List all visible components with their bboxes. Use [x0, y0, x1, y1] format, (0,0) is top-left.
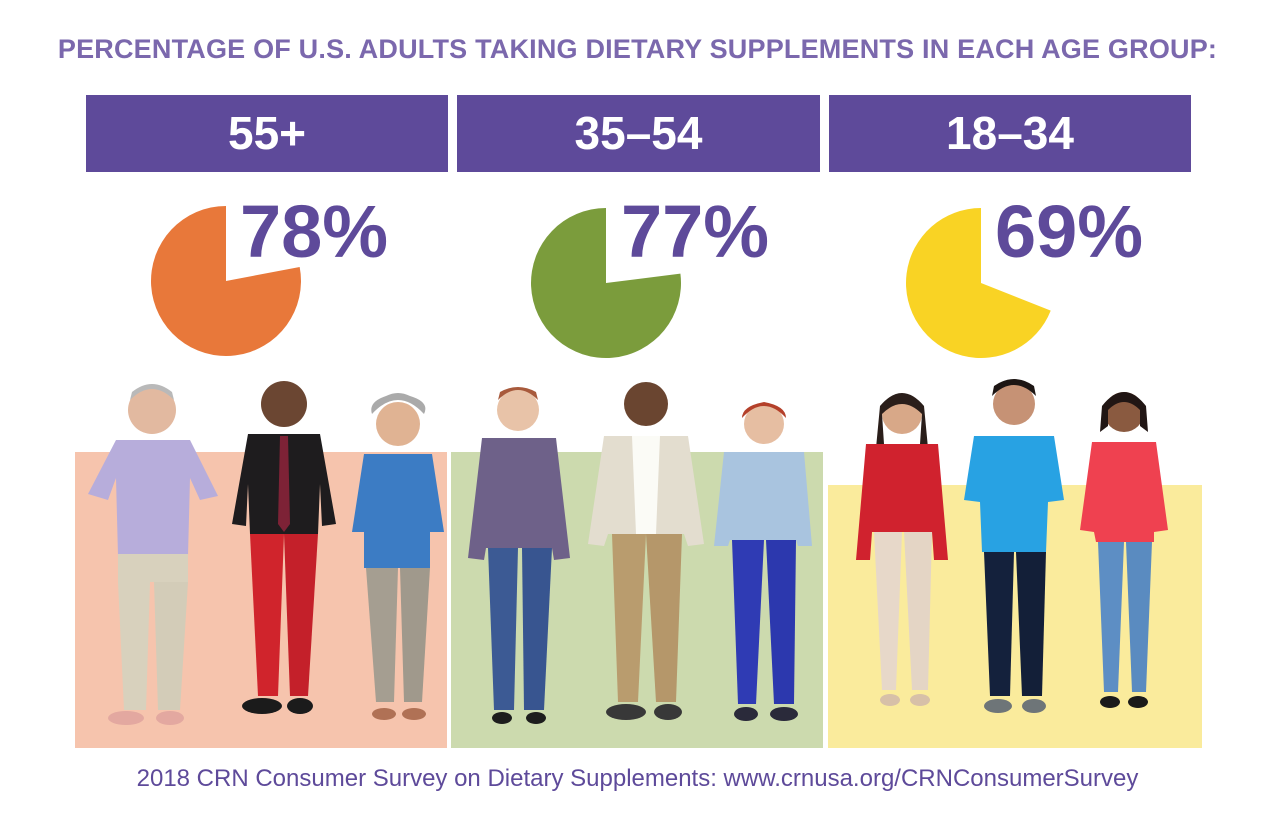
pie-35-54 — [531, 208, 681, 358]
person-photo-woman-plaid-shirt — [468, 387, 570, 724]
pie-slice-value — [906, 208, 1051, 358]
person-photo-older-woman-blue-top — [352, 393, 444, 720]
person-photo-woman-red-shirt — [856, 393, 948, 706]
chart-title: PERCENTAGE OF U.S. ADULTS TAKING DIETARY… — [57, 34, 1218, 64]
source-citation: 2018 CRN Consumer Survey on Dietary Supp… — [136, 765, 1139, 792]
person-photo-older-man-lavender-shirt — [88, 384, 218, 725]
person-photo-man-black-shirt-red-pants — [232, 381, 336, 714]
person-photo-woman-denim-jacket — [714, 402, 812, 721]
person-photo-woman-coral-shirt — [1080, 392, 1168, 708]
percent-label-35-54: 77% — [621, 190, 770, 273]
header-35-54: 35–54 — [457, 95, 820, 172]
person-photo-man-blue-polo — [964, 379, 1064, 713]
header-18-34: 18–34 — [829, 95, 1191, 172]
percent-label-55-plus: 78% — [240, 190, 389, 273]
pie-slice-value — [151, 206, 301, 356]
pie-55-plus — [151, 206, 301, 356]
pie-slice-value — [531, 208, 681, 358]
pie-18-34 — [906, 208, 1051, 358]
person-photo-man-beige-blazer — [588, 382, 704, 720]
percent-label-18-34: 69% — [995, 190, 1144, 273]
header-55-plus: 55+ — [86, 95, 448, 172]
